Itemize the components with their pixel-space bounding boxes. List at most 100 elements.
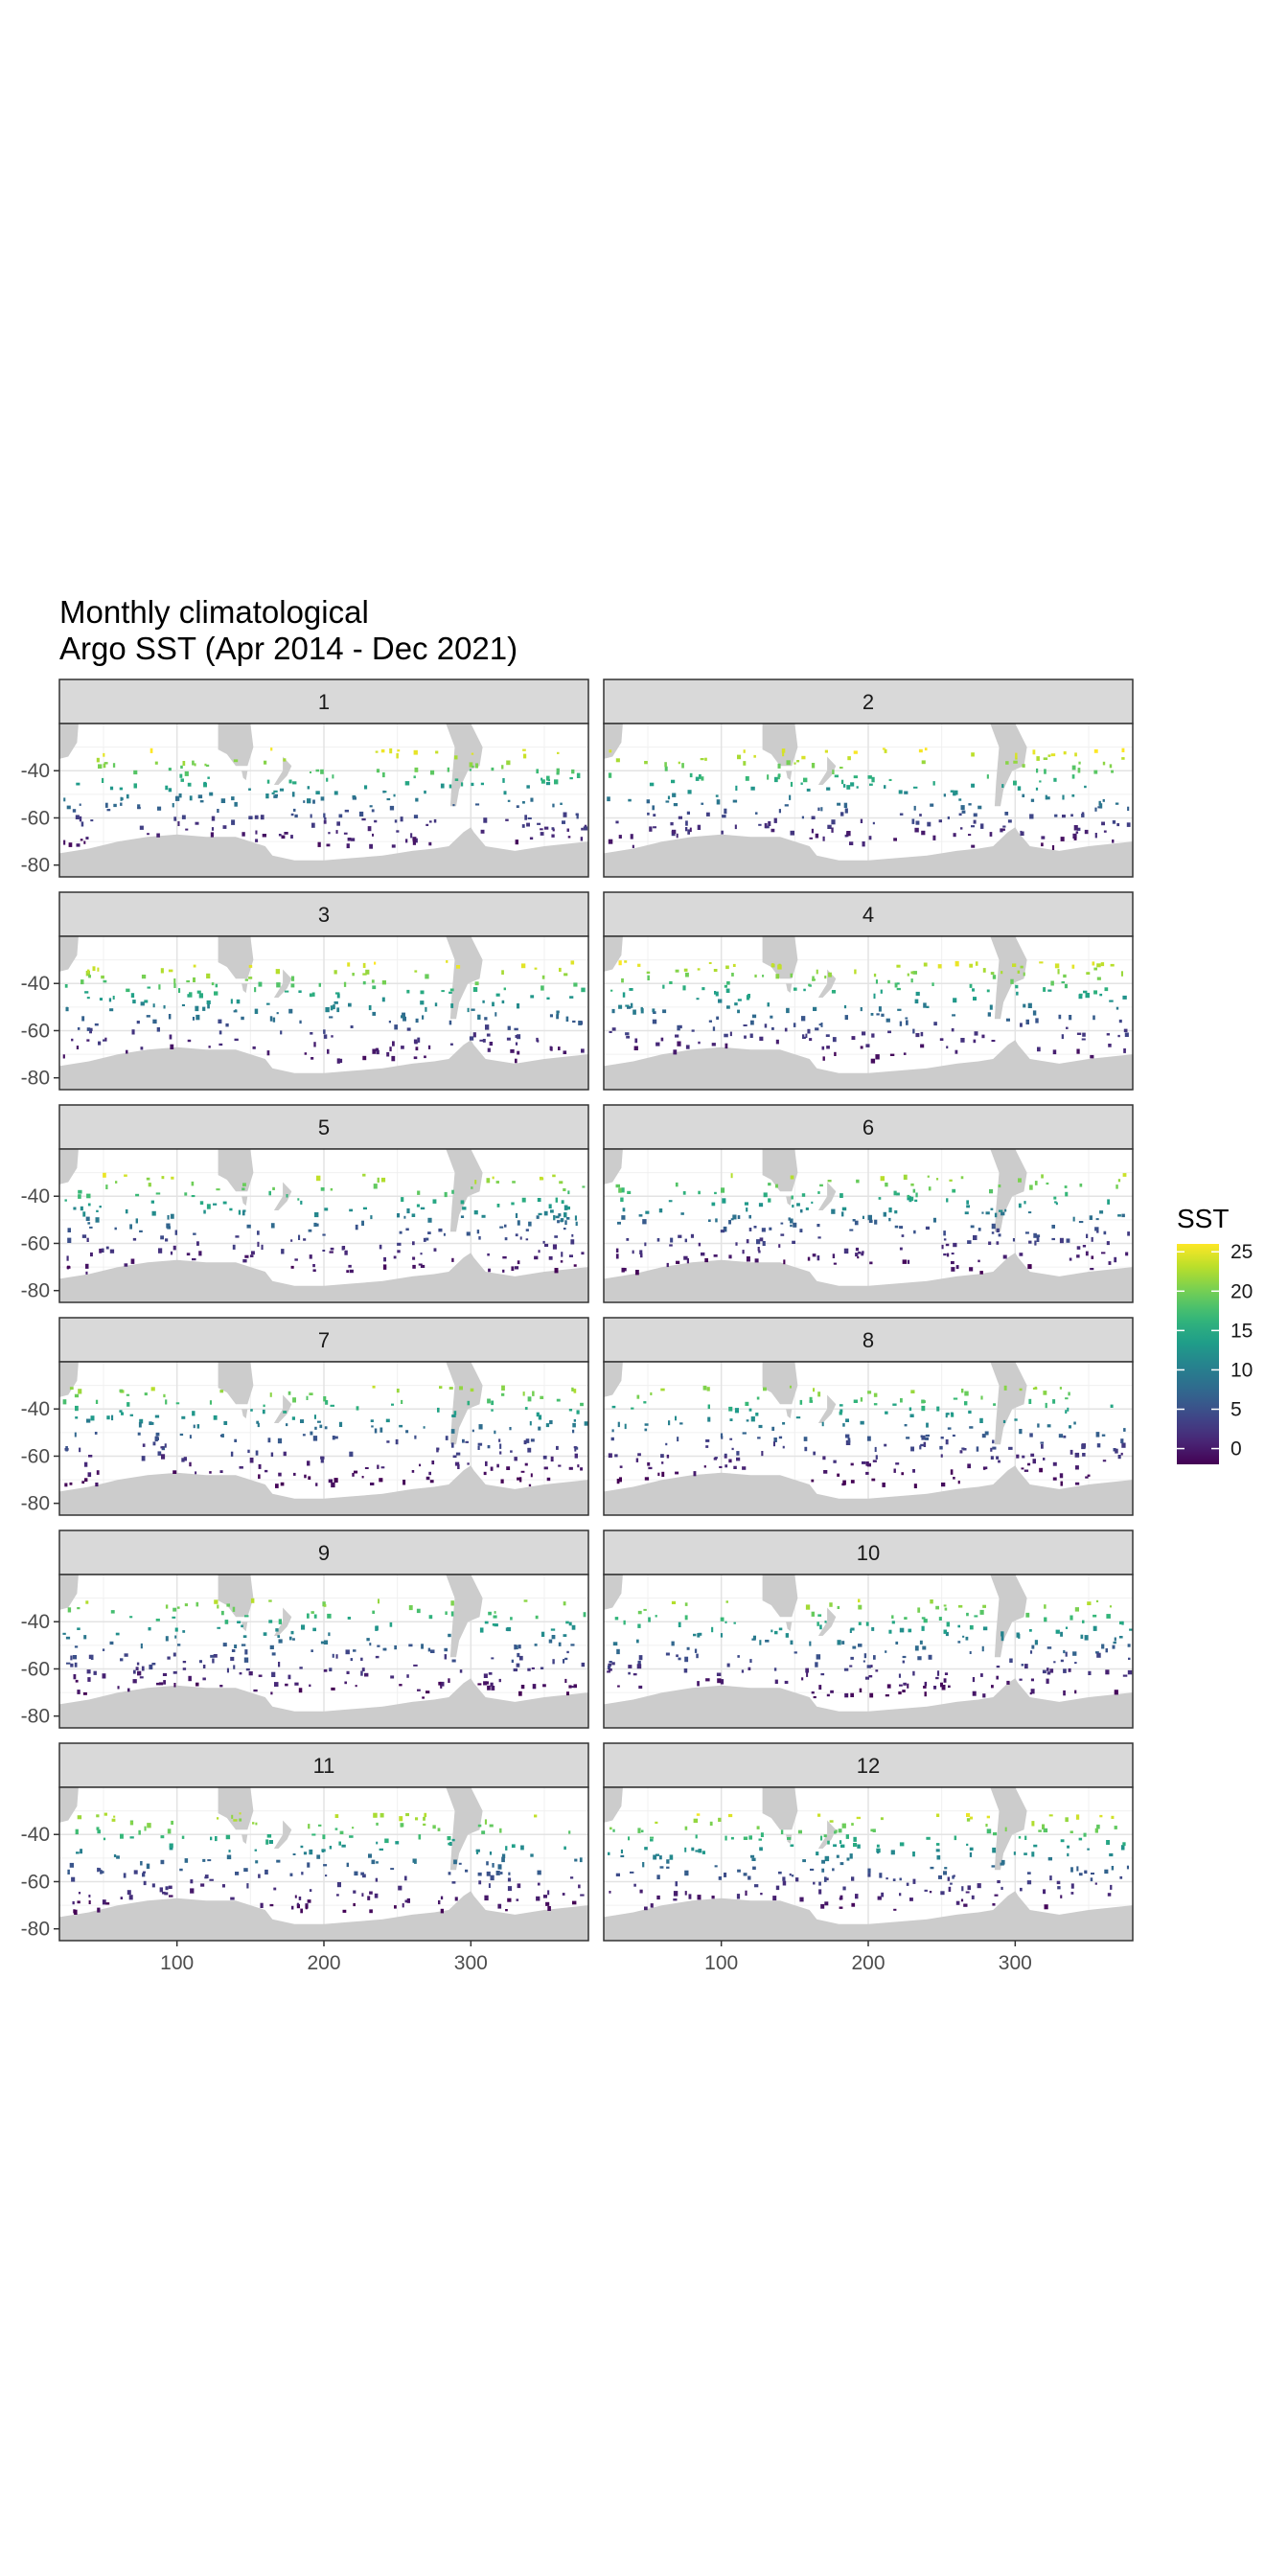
- sst-cell: [1013, 780, 1017, 786]
- sst-cell: [647, 1461, 651, 1466]
- sst-cell: [281, 835, 286, 840]
- y-tick-label: -60: [21, 807, 50, 829]
- sst-cell: [1081, 812, 1085, 815]
- sst-cell: [1076, 1866, 1079, 1872]
- sst-cell: [912, 1878, 916, 1884]
- sst-cell: [1036, 1236, 1040, 1242]
- sst-cell: [471, 782, 474, 787]
- sst-cell: [755, 812, 758, 815]
- sst-cell: [1042, 1669, 1046, 1674]
- sst-cell: [1065, 1651, 1068, 1657]
- sst-cell: [538, 1212, 542, 1216]
- sst-cell: [1093, 967, 1097, 971]
- sst-cell: [341, 1844, 346, 1848]
- sst-cell: [650, 1838, 654, 1842]
- sst-cell: [1090, 1877, 1093, 1882]
- sst-cell: [185, 828, 189, 831]
- sst-cell: [491, 1657, 494, 1660]
- sst-cell: [67, 1869, 70, 1874]
- sst-cell: [627, 1005, 632, 1009]
- sst-cell: [1027, 1264, 1032, 1270]
- sst-cell: [372, 1610, 375, 1614]
- sst-cell: [981, 1645, 984, 1652]
- sst-cell: [861, 1252, 864, 1256]
- sst-cell: [877, 1896, 882, 1900]
- sst-cell: [921, 1625, 925, 1631]
- sst-cell: [583, 1612, 586, 1618]
- sst-cell: [97, 1829, 101, 1834]
- land-mask: [604, 827, 1133, 877]
- sst-cell: [98, 1868, 102, 1872]
- sst-cell: [608, 772, 612, 778]
- sst-cell: [85, 1216, 90, 1221]
- y-tick-label: -80: [21, 1493, 50, 1515]
- sst-cell: [155, 1192, 161, 1195]
- sst-cell: [242, 1183, 246, 1186]
- sst-cell: [265, 794, 269, 799]
- sst-cell: [323, 820, 327, 824]
- sst-cell: [419, 1463, 422, 1467]
- sst-cell: [850, 1656, 854, 1660]
- sst-cell: [925, 1437, 929, 1440]
- sst-cell: [171, 1820, 173, 1825]
- sst-cell: [85, 1263, 89, 1269]
- sst-cell: [242, 1259, 247, 1263]
- sst-cell: [336, 821, 340, 826]
- sst-cell: [76, 1046, 80, 1049]
- sst-cell: [662, 1009, 667, 1014]
- sst-cell: [1091, 1255, 1094, 1259]
- sst-cell: [250, 1254, 254, 1257]
- sst-cell: [918, 748, 923, 753]
- sst-cell: [894, 982, 898, 988]
- sst-cell: [507, 1025, 511, 1030]
- sst-cell: [210, 1654, 215, 1658]
- sst-cell: [102, 1673, 106, 1679]
- sst-cell: [872, 821, 875, 825]
- sst-cell: [684, 1602, 688, 1606]
- sst-cell: [571, 769, 575, 774]
- sst-cell: [811, 1479, 815, 1483]
- sst-cell: [1040, 1441, 1045, 1444]
- sst-cell: [928, 1186, 932, 1191]
- land-mask: [762, 724, 798, 767]
- sst-cell: [552, 1244, 557, 1250]
- sst-cell: [697, 968, 701, 971]
- sst-cell: [1125, 1252, 1129, 1256]
- sst-cell: [312, 1627, 316, 1632]
- sst-cell: [816, 969, 818, 975]
- sst-cell: [250, 1598, 255, 1603]
- sst-cell: [809, 837, 813, 840]
- sst-cell: [144, 1392, 148, 1396]
- sst-cell: [869, 783, 873, 786]
- sst-cell: [813, 1881, 816, 1885]
- sst-cell: [1059, 1387, 1062, 1390]
- sst-cell: [86, 1027, 91, 1031]
- sst-cell: [1012, 1238, 1015, 1242]
- y-tick-label: -60: [21, 1232, 50, 1254]
- sst-cell: [867, 1436, 871, 1441]
- sst-cell: [795, 1877, 799, 1882]
- sst-cell: [817, 1813, 821, 1817]
- sst-cell: [231, 819, 236, 825]
- sst-cell: [980, 823, 984, 829]
- sst-cell: [280, 1030, 283, 1035]
- sst-cell: [318, 982, 321, 987]
- sst-cell: [288, 1391, 291, 1395]
- sst-cell: [996, 1228, 1000, 1232]
- sst-cell: [155, 1432, 160, 1437]
- sst-cell: [154, 761, 158, 765]
- sst-cell: [636, 1394, 640, 1399]
- sst-cell: [782, 751, 785, 757]
- sst-cell: [935, 1676, 939, 1680]
- sst-cell: [981, 1034, 985, 1039]
- sst-cell: [336, 1894, 339, 1897]
- sst-cell: [581, 827, 584, 831]
- sst-cell: [370, 1419, 374, 1422]
- sst-cell: [469, 762, 473, 768]
- sst-cell: [428, 1471, 431, 1476]
- sst-cell: [168, 1885, 172, 1889]
- sst-cell: [701, 776, 704, 781]
- sst-cell: [452, 804, 455, 807]
- sst-cell: [644, 1428, 648, 1432]
- sst-cell: [729, 1031, 732, 1037]
